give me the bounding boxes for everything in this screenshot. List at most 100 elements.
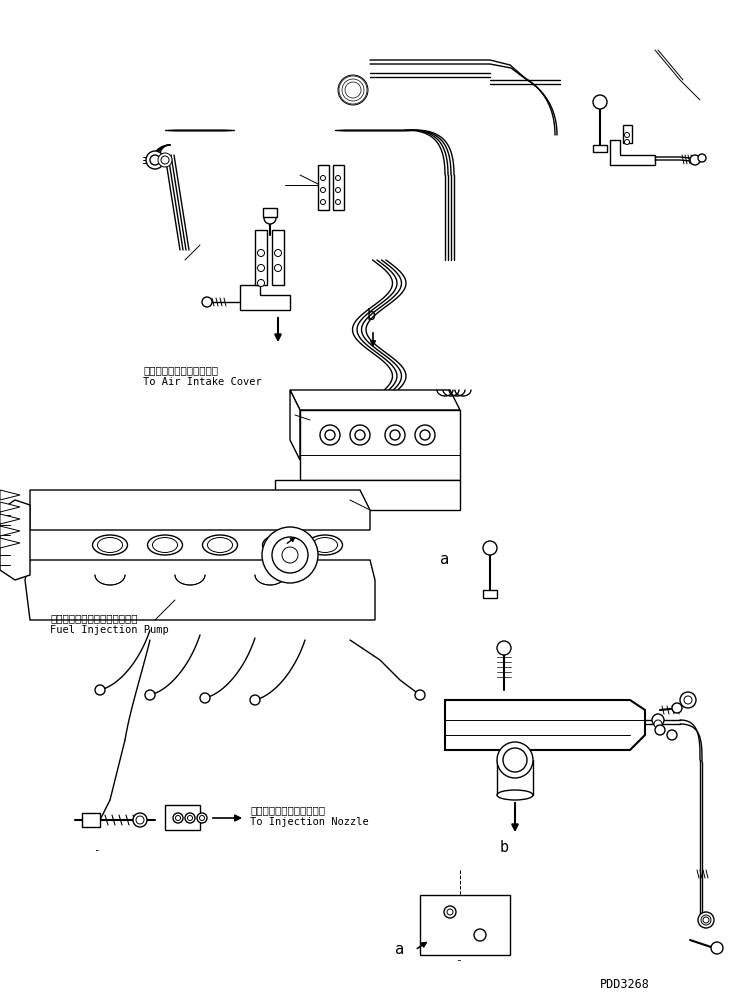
Circle shape bbox=[483, 541, 497, 555]
Polygon shape bbox=[0, 514, 20, 524]
Circle shape bbox=[503, 748, 527, 772]
Circle shape bbox=[185, 813, 195, 823]
Circle shape bbox=[415, 690, 425, 700]
Ellipse shape bbox=[263, 535, 297, 555]
Circle shape bbox=[497, 742, 533, 778]
Ellipse shape bbox=[497, 790, 533, 800]
Bar bbox=[593, 145, 607, 152]
Circle shape bbox=[258, 280, 264, 287]
Polygon shape bbox=[0, 538, 20, 548]
Circle shape bbox=[320, 425, 340, 445]
Circle shape bbox=[200, 693, 210, 703]
Circle shape bbox=[680, 692, 696, 708]
Circle shape bbox=[497, 641, 511, 655]
Circle shape bbox=[136, 816, 144, 824]
Bar bbox=[255, 230, 267, 285]
Circle shape bbox=[447, 909, 453, 915]
Circle shape bbox=[652, 714, 664, 726]
Text: b: b bbox=[500, 840, 509, 855]
Circle shape bbox=[415, 425, 435, 445]
Text: PDD3268: PDD3268 bbox=[600, 978, 650, 991]
Circle shape bbox=[355, 430, 365, 440]
Polygon shape bbox=[300, 410, 460, 480]
Circle shape bbox=[272, 537, 308, 573]
Circle shape bbox=[667, 730, 677, 740]
Text: To Injection Nozzle: To Injection Nozzle bbox=[250, 817, 369, 827]
Circle shape bbox=[444, 906, 456, 918]
Polygon shape bbox=[30, 490, 370, 530]
Circle shape bbox=[262, 527, 318, 583]
Bar bbox=[263, 208, 277, 217]
Polygon shape bbox=[0, 490, 20, 500]
Text: To Air Intake Cover: To Air Intake Cover bbox=[143, 377, 262, 387]
Polygon shape bbox=[0, 500, 30, 580]
Circle shape bbox=[133, 813, 147, 827]
Circle shape bbox=[325, 430, 335, 440]
Ellipse shape bbox=[267, 537, 293, 552]
Text: エアーインテークカバーヘ: エアーインテークカバーヘ bbox=[143, 365, 218, 375]
Bar bbox=[165, 805, 200, 830]
Text: Fuel Injection Pump: Fuel Injection Pump bbox=[50, 625, 169, 635]
Polygon shape bbox=[610, 140, 655, 165]
Circle shape bbox=[200, 815, 204, 820]
Circle shape bbox=[672, 703, 682, 713]
Circle shape bbox=[624, 133, 630, 138]
Bar bbox=[623, 125, 632, 143]
Circle shape bbox=[264, 212, 276, 224]
Circle shape bbox=[350, 425, 370, 445]
Circle shape bbox=[474, 929, 486, 941]
Circle shape bbox=[258, 265, 264, 272]
Circle shape bbox=[701, 915, 711, 925]
Polygon shape bbox=[290, 390, 300, 460]
Circle shape bbox=[161, 156, 169, 164]
Text: -: - bbox=[93, 845, 100, 855]
Circle shape bbox=[321, 176, 326, 181]
Circle shape bbox=[703, 917, 709, 923]
Ellipse shape bbox=[92, 535, 127, 555]
Circle shape bbox=[624, 140, 630, 145]
Polygon shape bbox=[290, 390, 460, 410]
Bar bbox=[318, 165, 329, 210]
Circle shape bbox=[202, 297, 212, 307]
Ellipse shape bbox=[97, 537, 122, 552]
Circle shape bbox=[654, 720, 662, 728]
Circle shape bbox=[711, 942, 723, 954]
Bar bbox=[420, 895, 510, 955]
Text: b: b bbox=[367, 308, 376, 323]
Circle shape bbox=[250, 695, 260, 705]
Ellipse shape bbox=[152, 537, 177, 552]
Circle shape bbox=[158, 153, 172, 167]
Ellipse shape bbox=[307, 535, 343, 555]
Text: -: - bbox=[455, 955, 462, 965]
Bar bbox=[82, 813, 100, 827]
Bar bbox=[333, 165, 344, 210]
Polygon shape bbox=[25, 560, 375, 620]
Circle shape bbox=[385, 425, 405, 445]
Circle shape bbox=[335, 200, 340, 205]
Polygon shape bbox=[240, 285, 290, 310]
Ellipse shape bbox=[203, 535, 237, 555]
Circle shape bbox=[321, 188, 326, 193]
Circle shape bbox=[146, 151, 164, 169]
Circle shape bbox=[321, 200, 326, 205]
Ellipse shape bbox=[207, 537, 233, 552]
Circle shape bbox=[258, 250, 264, 257]
Circle shape bbox=[145, 690, 155, 700]
Circle shape bbox=[282, 547, 298, 563]
Ellipse shape bbox=[148, 535, 182, 555]
Circle shape bbox=[655, 725, 665, 735]
Text: フェルインジェクションポンプ: フェルインジェクションポンプ bbox=[50, 613, 138, 623]
Circle shape bbox=[335, 188, 340, 193]
Circle shape bbox=[698, 912, 714, 928]
Polygon shape bbox=[275, 480, 460, 510]
Circle shape bbox=[176, 815, 181, 820]
Circle shape bbox=[173, 813, 183, 823]
Circle shape bbox=[274, 265, 282, 272]
Circle shape bbox=[390, 430, 400, 440]
Text: インジェクションノズルヘ: インジェクションノズルヘ bbox=[250, 805, 325, 815]
Circle shape bbox=[338, 75, 368, 105]
Circle shape bbox=[197, 813, 207, 823]
Bar bbox=[483, 590, 497, 598]
Circle shape bbox=[684, 696, 692, 704]
Ellipse shape bbox=[313, 537, 337, 552]
